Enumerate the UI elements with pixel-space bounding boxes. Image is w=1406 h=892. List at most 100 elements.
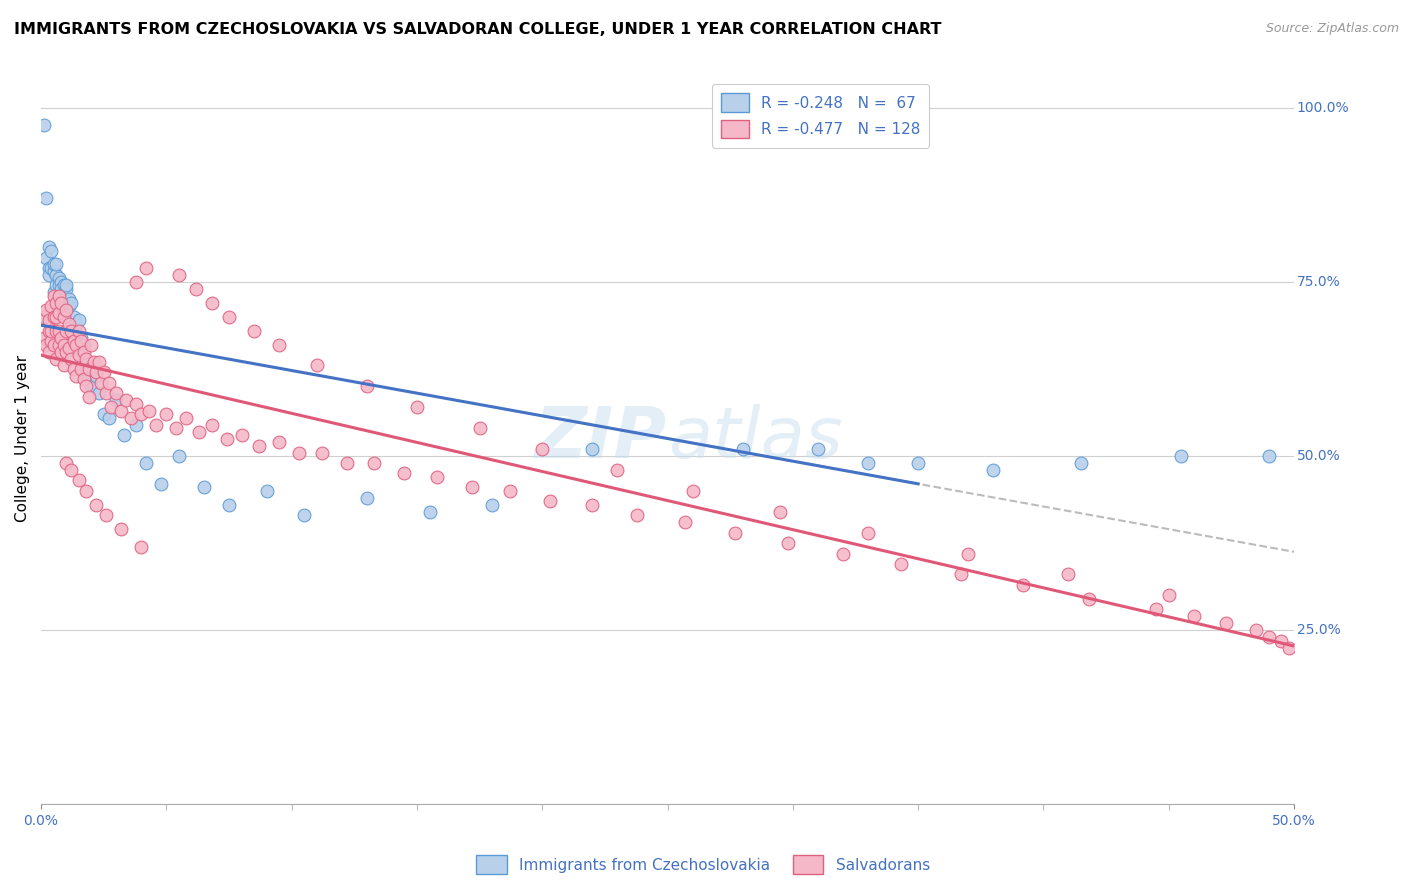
Point <box>138 403 160 417</box>
Point <box>97 376 120 390</box>
Point <box>58 317 80 331</box>
Point <box>39 334 62 348</box>
Point <box>70 362 93 376</box>
Point <box>52 310 75 324</box>
Point <box>1170 449 1192 463</box>
Point <box>418 505 440 519</box>
Point <box>52 289 75 303</box>
Point <box>52 295 75 310</box>
Point <box>145 417 167 432</box>
Point <box>49 330 72 344</box>
Point <box>55 302 77 317</box>
Point <box>84 368 107 383</box>
Point <box>1070 456 1092 470</box>
Point <box>32 310 55 324</box>
Point <box>188 425 211 439</box>
Point <box>1057 567 1080 582</box>
Point <box>42 289 65 303</box>
Point <box>90 376 112 390</box>
Point <box>186 282 208 296</box>
Point <box>58 299 80 313</box>
Point <box>1077 591 1099 606</box>
Text: atlas: atlas <box>668 404 842 473</box>
Point <box>35 302 58 317</box>
Point <box>38 240 60 254</box>
Y-axis label: College, Under 1 year: College, Under 1 year <box>15 355 30 522</box>
Point <box>538 494 561 508</box>
Point <box>45 299 67 313</box>
Text: ZIP: ZIP <box>536 404 668 473</box>
Point <box>52 337 75 351</box>
Point <box>42 264 65 278</box>
Point <box>45 351 67 366</box>
Point <box>724 525 747 540</box>
Point <box>49 275 72 289</box>
Text: IMMIGRANTS FROM CZECHOSLOVAKIA VS SALVADORAN COLLEGE, UNDER 1 YEAR CORRELATION C: IMMIGRANTS FROM CZECHOSLOVAKIA VS SALVAD… <box>14 22 942 37</box>
Point <box>38 324 60 338</box>
Point <box>49 295 72 310</box>
Text: 25.0%: 25.0% <box>1296 624 1340 637</box>
Point <box>45 295 67 310</box>
Point <box>48 289 70 303</box>
Point <box>292 508 315 523</box>
Point <box>62 334 84 348</box>
Point <box>35 337 58 351</box>
Point <box>52 278 75 293</box>
Text: Source: ZipAtlas.com: Source: ZipAtlas.com <box>1265 22 1399 36</box>
Point <box>769 505 792 519</box>
Point <box>93 366 115 380</box>
Point <box>461 480 484 494</box>
Point <box>150 476 173 491</box>
Point <box>481 498 503 512</box>
Point <box>77 372 100 386</box>
Point <box>356 379 378 393</box>
Point <box>394 467 416 481</box>
Point <box>55 278 77 293</box>
Point <box>55 456 77 470</box>
Point <box>125 397 148 411</box>
Point <box>60 295 83 310</box>
Point <box>38 268 60 282</box>
Point <box>35 191 58 205</box>
Point <box>776 536 799 550</box>
Point <box>1215 616 1237 631</box>
Point <box>832 547 855 561</box>
Point <box>356 491 378 505</box>
Point <box>52 359 75 373</box>
Point <box>49 344 72 359</box>
Point <box>67 324 90 338</box>
Point <box>155 407 177 421</box>
Point <box>200 417 222 432</box>
Point <box>363 456 385 470</box>
Point <box>673 515 696 529</box>
Point <box>1012 578 1035 592</box>
Point <box>77 390 100 404</box>
Point <box>243 324 266 338</box>
Point <box>581 498 603 512</box>
Legend: R = -0.248   N =  67, R = -0.477   N = 128: R = -0.248 N = 67, R = -0.477 N = 128 <box>711 84 929 147</box>
Point <box>1278 640 1301 655</box>
Point <box>125 275 148 289</box>
Point <box>67 474 90 488</box>
Point <box>531 442 554 456</box>
Point <box>83 355 105 369</box>
Point <box>96 386 118 401</box>
Point <box>218 498 240 512</box>
Point <box>48 337 70 351</box>
Text: 50.0%: 50.0% <box>1296 449 1340 463</box>
Point <box>38 313 60 327</box>
Point <box>856 456 879 470</box>
Point <box>49 282 72 296</box>
Point <box>125 417 148 432</box>
Point <box>39 324 62 338</box>
Point <box>193 480 215 494</box>
Point <box>200 295 222 310</box>
Point <box>311 445 333 459</box>
Point <box>65 317 87 331</box>
Point <box>949 567 972 582</box>
Point <box>167 449 190 463</box>
Point <box>215 432 238 446</box>
Point <box>907 456 929 470</box>
Point <box>62 330 84 344</box>
Point <box>73 344 96 359</box>
